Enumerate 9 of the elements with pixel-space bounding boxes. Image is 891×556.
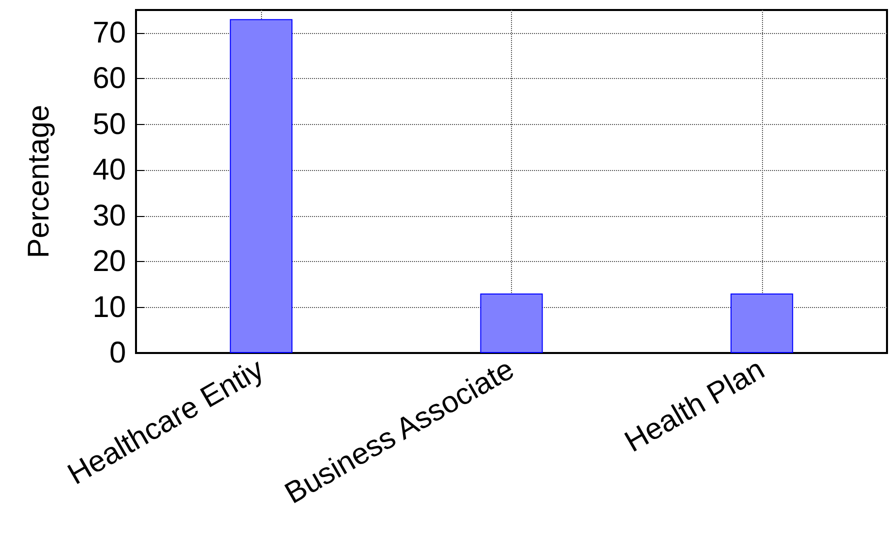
y-tick-label: 30 <box>92 199 126 232</box>
y-tick-label: 0 <box>109 336 126 370</box>
y-tick-label: 40 <box>92 154 126 187</box>
y-tick-label: 70 <box>92 16 126 50</box>
y-axis-title: Percentage <box>22 104 56 258</box>
y-tick-label: 20 <box>92 245 126 278</box>
y-tick-label: 60 <box>92 62 126 96</box>
y-tick-label: 10 <box>92 290 126 324</box>
y-tick-label: 50 <box>92 108 126 141</box>
